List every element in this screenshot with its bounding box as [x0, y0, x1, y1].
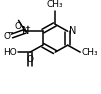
Text: −: − [6, 28, 13, 37]
Text: O: O [27, 55, 34, 64]
Text: CH₃: CH₃ [81, 48, 98, 57]
Text: CH₃: CH₃ [47, 0, 63, 9]
Text: N: N [69, 26, 76, 36]
Text: +: + [25, 25, 31, 31]
Text: O: O [15, 22, 22, 31]
Text: O: O [4, 31, 11, 41]
Text: HO: HO [3, 48, 17, 57]
Text: N: N [22, 26, 29, 36]
